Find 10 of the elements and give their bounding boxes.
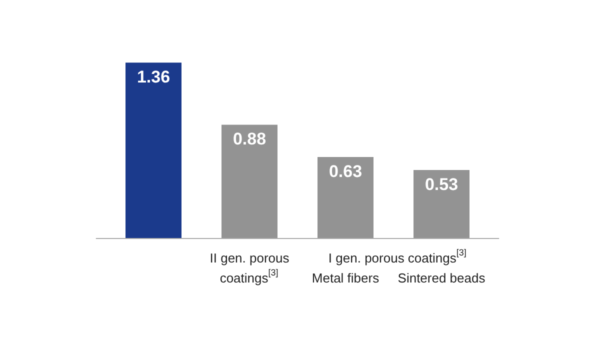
- data-label: 1.36: [136, 68, 170, 87]
- x-tick-label: Metal fibers: [312, 270, 380, 286]
- bar: [126, 62, 182, 239]
- x-tick-label: Sintered beads: [398, 270, 486, 286]
- bar: [318, 157, 374, 239]
- data-label: 0.63: [328, 162, 362, 182]
- data-label: 0.88: [232, 130, 266, 149]
- data-label: 0.53: [424, 174, 458, 194]
- bar: [414, 170, 470, 239]
- bar: [222, 124, 278, 239]
